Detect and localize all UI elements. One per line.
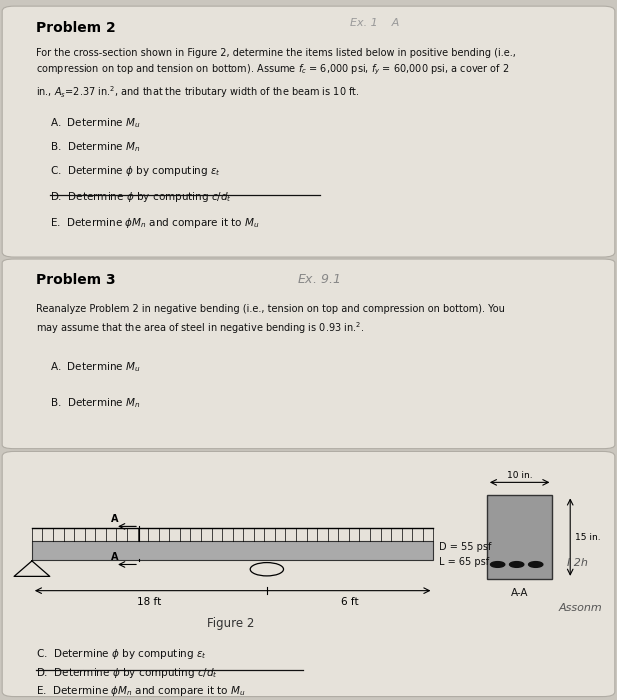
- Bar: [32, 540, 433, 560]
- Text: Problem 2: Problem 2: [36, 21, 116, 35]
- Circle shape: [529, 561, 543, 567]
- Text: A.  Determine $M_u$: A. Determine $M_u$: [50, 360, 140, 374]
- Text: E.  Determine $\phi M_n$ and compare it to $M_u$: E. Determine $\phi M_n$ and compare it t…: [50, 216, 260, 230]
- Text: 1: 1: [305, 461, 312, 474]
- Text: D.  Determine $\phi$ by computing $c/d_t$: D. Determine $\phi$ by computing $c/d_t$: [36, 666, 218, 680]
- Text: For the cross-section shown in Figure 2, determine the items listed below in pos: For the cross-section shown in Figure 2,…: [36, 48, 516, 99]
- Text: $Ex$. 9.1: $Ex$. 9.1: [297, 273, 340, 286]
- Text: 6 ft: 6 ft: [341, 596, 359, 607]
- Bar: [487, 496, 552, 579]
- Text: E.  Determine $\phi M_n$ and compare it to $M_u$: E. Determine $\phi M_n$ and compare it t…: [36, 684, 246, 698]
- Text: I 2h: I 2h: [567, 559, 588, 568]
- Text: D.  Determine $\phi$ by computing $c/d_t$: D. Determine $\phi$ by computing $c/d_t$: [50, 190, 232, 204]
- Text: C.  Determine $\phi$ by computing $\varepsilon_t$: C. Determine $\phi$ by computing $\varep…: [36, 647, 207, 661]
- Text: B.  Determine $M_n$: B. Determine $M_n$: [50, 140, 140, 154]
- FancyBboxPatch shape: [2, 452, 615, 696]
- Circle shape: [510, 561, 524, 567]
- Text: A.  Determine $M_u$: A. Determine $M_u$: [50, 116, 140, 130]
- Text: 18 ft: 18 ft: [137, 596, 162, 607]
- Text: Figure 2: Figure 2: [207, 617, 255, 630]
- Text: A: A: [112, 552, 119, 562]
- Text: A-A: A-A: [511, 588, 528, 598]
- Text: Assonm: Assonm: [558, 603, 602, 612]
- Circle shape: [491, 561, 505, 567]
- Text: D = 55 psf
L = 65 psf: D = 55 psf L = 65 psf: [439, 542, 492, 568]
- Text: C.  Determine $\phi$ by computing $\varepsilon_t$: C. Determine $\phi$ by computing $\varep…: [50, 164, 221, 178]
- Text: 15 in.: 15 in.: [575, 533, 600, 542]
- Text: Reanalyze Problem 2 in negative bending (i.e., tension on top and compression on: Reanalyze Problem 2 in negative bending …: [36, 304, 505, 337]
- Text: Ex. 1    A: Ex. 1 A: [350, 18, 400, 28]
- FancyBboxPatch shape: [2, 6, 615, 257]
- Text: Problem 3: Problem 3: [36, 273, 116, 287]
- Text: 10 in.: 10 in.: [507, 472, 532, 480]
- Text: A: A: [112, 514, 119, 524]
- FancyBboxPatch shape: [2, 259, 615, 449]
- Text: B.  Determine $M_n$: B. Determine $M_n$: [50, 396, 140, 410]
